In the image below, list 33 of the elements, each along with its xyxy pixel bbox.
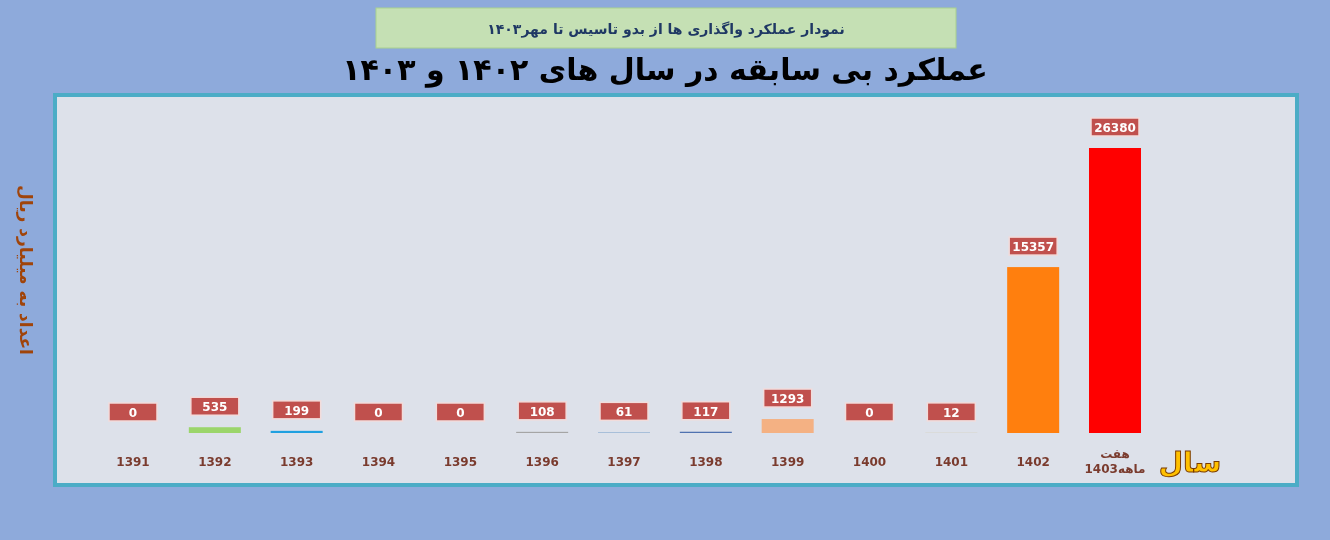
x-tick-label: 1397	[607, 455, 641, 469]
chart-title: عملکرد بی سابقه در سال های ۱۴۰۲ و ۱۴۰۳	[342, 52, 988, 88]
x-tick-label: 1401	[934, 455, 969, 469]
data-label: 0	[374, 406, 383, 420]
chart-subtitle: نمودار عملکرد واگذاری ها از بدو تاسیس تا مهر۱۴۰۳	[487, 21, 845, 38]
x-tick-label: 1400	[852, 455, 887, 469]
x-tick-label: 1394	[361, 455, 396, 469]
bar	[761, 419, 814, 433]
data-label: 0	[456, 406, 465, 420]
data-label: 535	[202, 400, 228, 415]
x-tick-label: 1398	[689, 455, 723, 469]
bar	[1007, 267, 1060, 433]
data-label: 61	[615, 405, 633, 420]
data-label: 199	[284, 403, 310, 418]
x-tick-label: 1395	[443, 455, 478, 469]
x-tick-label: 1391	[116, 455, 150, 469]
x-tick-label: 1399	[770, 455, 805, 469]
data-label: 0	[128, 406, 138, 420]
x-tick-label: 1392	[198, 455, 232, 469]
x-tick-label: 1393	[279, 455, 314, 469]
x-tick-label: هفت ماهه1403	[1084, 447, 1146, 476]
data-label: 108	[529, 404, 555, 419]
data-label: 117	[693, 404, 719, 419]
x-axis-title: سال	[1158, 446, 1222, 479]
bar	[1089, 148, 1141, 433]
x-tick-label: 1396	[525, 455, 559, 469]
data-label: 0	[865, 406, 874, 420]
x-tick-label: 1402	[1016, 455, 1050, 469]
bar	[188, 427, 241, 433]
y-axis-title: اعداد به میلیارد ریال	[16, 185, 36, 355]
data-label: 12	[942, 405, 960, 420]
bar	[270, 430, 323, 433]
data-label: 1293	[770, 392, 805, 407]
